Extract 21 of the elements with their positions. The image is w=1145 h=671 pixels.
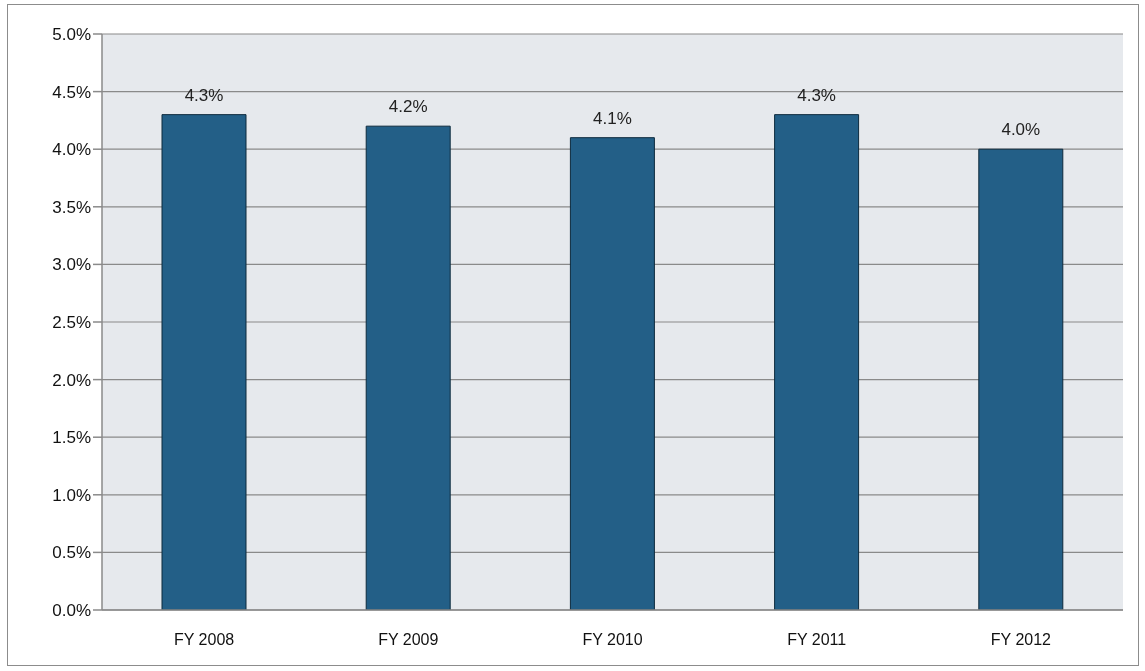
y-tick-label: 2.5% bbox=[52, 313, 91, 333]
x-tick-label: FY 2008 bbox=[174, 631, 235, 649]
y-tick-label: 4.0% bbox=[52, 140, 91, 160]
data-label: 4.1% bbox=[593, 108, 632, 128]
x-tick-label: FY 2009 bbox=[378, 631, 439, 649]
data-label: 4.0% bbox=[1001, 120, 1041, 140]
y-tick-label: 1.5% bbox=[52, 428, 91, 448]
y-tick-label: 3.0% bbox=[52, 255, 91, 275]
y-tick-label: 0.0% bbox=[52, 601, 91, 621]
y-tick-label: 2.0% bbox=[52, 370, 91, 390]
x-tick-label: FY 2011 bbox=[787, 631, 847, 649]
y-tick-label: 5.0% bbox=[52, 25, 91, 45]
y-tick-label: 4.5% bbox=[52, 82, 91, 102]
data-label: 4.3% bbox=[797, 85, 836, 105]
x-tick-label: FY 2012 bbox=[990, 631, 1052, 649]
y-tick-label: 1.0% bbox=[52, 485, 91, 505]
y-tick-label: 0.5% bbox=[52, 543, 91, 563]
data-label: 4.2% bbox=[388, 97, 428, 117]
x-tick-label: FY 2010 bbox=[582, 631, 643, 649]
data-label: 4.3% bbox=[184, 85, 224, 105]
y-tick-label: 3.5% bbox=[52, 197, 91, 217]
